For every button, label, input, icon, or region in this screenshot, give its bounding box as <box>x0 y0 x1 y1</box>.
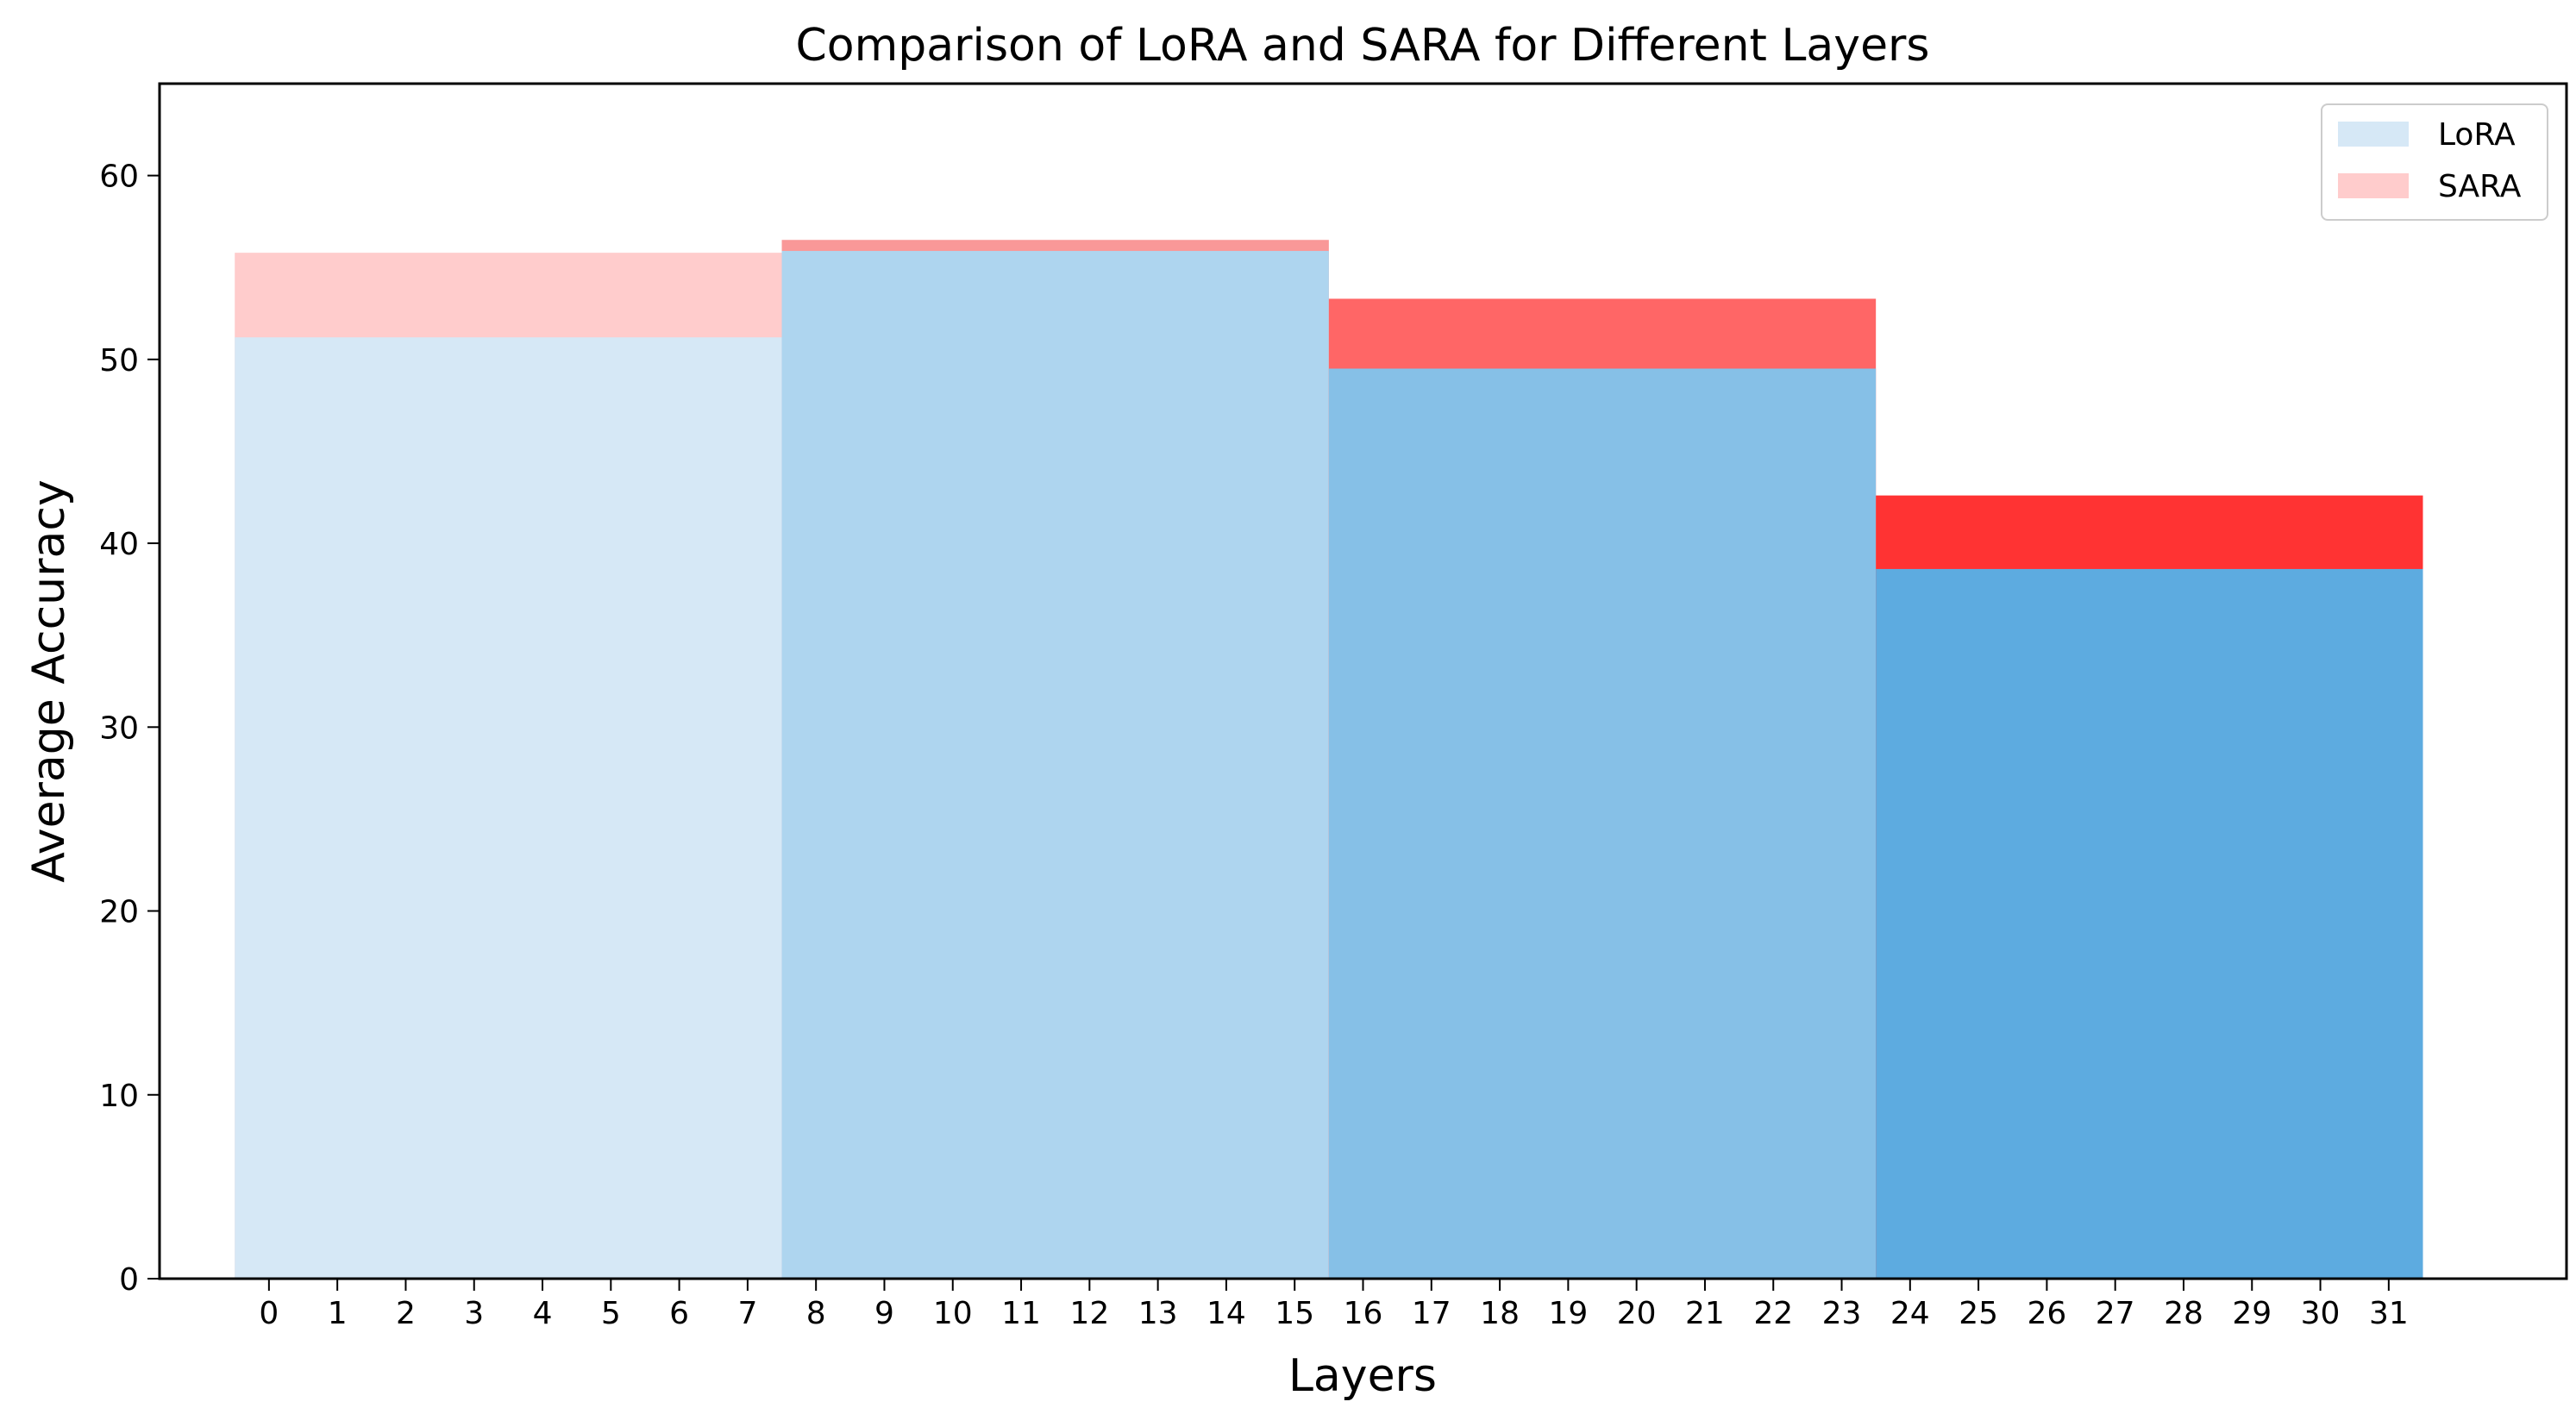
chart-title: Comparison of LoRA and SARA for Differen… <box>795 20 1929 72</box>
x-tick-label: 13 <box>1138 1296 1178 1331</box>
y-tick-label: 10 <box>99 1079 139 1114</box>
legend-label-lora: LoRA <box>2438 117 2516 153</box>
x-tick-label: 17 <box>1412 1296 1451 1331</box>
y-tick-label: 60 <box>99 160 139 195</box>
x-tick-label: 0 <box>259 1296 279 1331</box>
x-tick-label: 30 <box>2301 1296 2341 1331</box>
x-tick-label: 23 <box>1822 1296 1862 1331</box>
x-tick-label: 9 <box>874 1296 894 1331</box>
x-tick-label: 19 <box>1548 1296 1588 1331</box>
x-tick-label: 8 <box>806 1296 826 1331</box>
x-tick-label: 6 <box>669 1296 689 1331</box>
x-axis-ticks: 0 1 2 3 4 5 6 7 8 9 10 11 12 13 14 15 16 17 18 19 20 21 22 23 24… <box>259 1279 2409 1331</box>
x-tick-label: 5 <box>601 1296 621 1331</box>
bar-lora-group-0 <box>235 337 782 1280</box>
x-tick-label: 20 <box>1617 1296 1657 1331</box>
x-tick-label: 27 <box>2096 1296 2135 1331</box>
bar-lora-group-3 <box>1876 568 2423 1279</box>
x-tick-label: 10 <box>933 1296 973 1331</box>
x-tick-label: 4 <box>533 1296 553 1331</box>
legend: LoRA SARA <box>2321 103 2548 221</box>
y-axis-label: Average Accuracy <box>23 479 75 882</box>
x-tick-label: 7 <box>737 1296 757 1331</box>
x-tick-label: 11 <box>1001 1296 1041 1331</box>
x-axis-label: Layers <box>1288 1350 1437 1402</box>
x-tick-label: 22 <box>1753 1296 1793 1331</box>
x-tick-label: 25 <box>1959 1296 1998 1331</box>
x-tick-label: 14 <box>1207 1296 1246 1331</box>
x-tick-label: 24 <box>1890 1296 1930 1331</box>
y-tick-label: 20 <box>99 895 139 930</box>
x-tick-label: 31 <box>2369 1296 2409 1331</box>
x-tick-label: 15 <box>1275 1296 1314 1331</box>
y-axis-ticks: 0 10 20 30 40 50 60 <box>99 160 160 1298</box>
x-tick-label: 1 <box>328 1296 348 1331</box>
bar-lora-group-2 <box>1328 368 1877 1279</box>
bars <box>235 240 2423 1280</box>
legend-swatch-sara <box>2338 173 2409 198</box>
x-tick-label: 3 <box>464 1296 484 1331</box>
legend-label-sara: SARA <box>2438 169 2522 204</box>
x-tick-label: 21 <box>1685 1296 1725 1331</box>
y-tick-label: 50 <box>99 343 139 379</box>
x-tick-label: 26 <box>2027 1296 2066 1331</box>
x-tick-label: 2 <box>396 1296 416 1331</box>
bar-lora-group-1 <box>781 251 1329 1279</box>
x-tick-label: 28 <box>2164 1296 2203 1331</box>
y-tick-label: 0 <box>119 1262 139 1298</box>
x-tick-label: 18 <box>1480 1296 1520 1331</box>
y-tick-label: 30 <box>99 710 139 746</box>
x-tick-label: 12 <box>1069 1296 1109 1331</box>
x-tick-label: 16 <box>1344 1296 1383 1331</box>
legend-swatch-lora <box>2338 122 2409 147</box>
y-tick-label: 40 <box>99 527 139 562</box>
x-tick-label: 29 <box>2232 1296 2272 1331</box>
